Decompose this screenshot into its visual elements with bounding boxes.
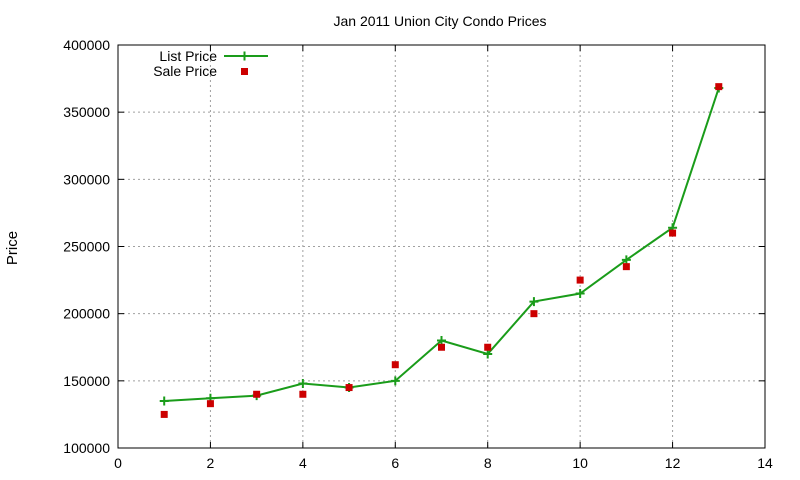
legend-marker-list-price — [240, 51, 249, 61]
x-tick-label: 14 — [757, 455, 773, 471]
x-tick-label: 12 — [665, 455, 681, 471]
sale-price-point — [253, 390, 261, 398]
list-price-point — [298, 379, 308, 389]
y-axis-label: Price — [4, 231, 21, 265]
sale-price-point — [530, 310, 538, 318]
list-price-point — [621, 255, 631, 265]
list-price-point — [529, 297, 539, 307]
legend: List Price Sale Price — [153, 48, 268, 79]
sale-price-point — [576, 276, 584, 284]
list-price-point — [483, 349, 493, 359]
y-tick-label: 250000 — [63, 239, 110, 255]
legend-label-list-price: List Price — [159, 48, 217, 64]
sale-price-point — [206, 400, 214, 408]
plot-series — [159, 83, 724, 418]
legend-label-sale-price: Sale Price — [153, 63, 217, 79]
y-tick-label: 300000 — [63, 171, 110, 187]
y-tick-label: 150000 — [63, 373, 110, 389]
sale-price-point — [622, 263, 630, 271]
y-tick-label: 350000 — [63, 104, 110, 120]
x-tick-label: 10 — [572, 455, 588, 471]
sale-price-point — [669, 229, 677, 237]
legend-marker-sale-price — [241, 68, 248, 75]
y-tick-label: 400000 — [63, 37, 110, 53]
y-tick-label: 200000 — [63, 306, 110, 322]
y-tick-label: 100000 — [63, 440, 110, 456]
list-price-point — [159, 396, 169, 406]
list-price-point — [575, 289, 585, 299]
grid — [118, 45, 765, 448]
x-tick-label: 0 — [114, 455, 122, 471]
plot-frame — [117, 44, 766, 449]
sale-price-point — [391, 361, 399, 369]
list-price-point — [390, 376, 400, 386]
sale-price-point — [438, 343, 445, 351]
x-tick-label: 4 — [299, 455, 307, 471]
axis-ticks: 0 2 4 6 8 10 12 14 100000 150000 200000 250000 30000… — [63, 37, 773, 471]
list-price-point — [437, 336, 446, 346]
x-tick-label: 6 — [391, 455, 399, 471]
x-tick-label: 2 — [207, 455, 215, 471]
x-tick-label: 8 — [484, 455, 492, 471]
list-price-line — [164, 87, 720, 402]
sale-price-point — [484, 343, 492, 351]
sale-price-point — [345, 384, 353, 392]
chart-title: Jan 2011 Union City Condo Prices — [334, 13, 547, 29]
sale-price-point — [715, 83, 723, 91]
sale-price-point — [299, 390, 307, 398]
sale-price-point — [160, 410, 168, 418]
